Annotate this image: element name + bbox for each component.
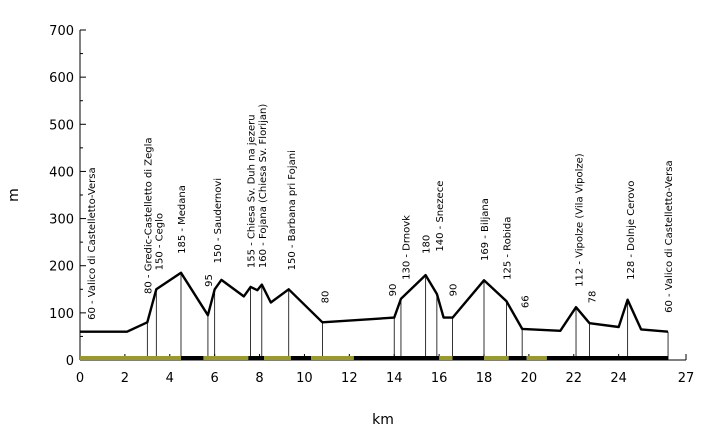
x-tick-label: 20 — [521, 371, 538, 386]
elevation-line — [80, 271, 669, 333]
x-tick-label: 6 — [211, 371, 219, 386]
surface-segment — [353, 356, 440, 360]
x-tick-label: 22 — [566, 371, 583, 386]
y-tick-label: 0 — [66, 354, 74, 369]
y-tick-label: 600 — [49, 71, 74, 86]
point-label: 112 - Vipolze (Vila Vipolze) — [574, 153, 585, 287]
point-labels: 60 - Valico di Castelletto-Versa 80 - Gre… — [87, 104, 675, 320]
x-axis-title: km — [372, 412, 394, 428]
y-tick-label: 400 — [49, 165, 74, 180]
surface-segment — [439, 356, 453, 360]
surface-segment — [508, 356, 527, 360]
point-label: 155 - Chiesa Sv. Duh na jezeru — [247, 114, 258, 268]
elevation-series-line — [80, 271, 669, 333]
x-tick-label: 2 — [121, 371, 129, 386]
x-tick-label: 24 — [610, 371, 627, 386]
point-label: 130 - Drnovk — [401, 215, 412, 280]
x-tick-label: 10 — [296, 371, 313, 386]
point-label: 66 — [520, 295, 531, 308]
point-label: 90 — [388, 284, 399, 297]
surface-segment — [311, 356, 354, 360]
x-tick-label: 4 — [166, 371, 174, 386]
x-tick-label: 14 — [386, 371, 403, 386]
surface-segment — [248, 356, 265, 360]
point-label: 140 - Snezece — [435, 181, 446, 252]
y-tick-label: 700 — [49, 24, 74, 39]
surface-bar — [80, 356, 669, 360]
point-label: 90 — [449, 284, 460, 297]
y-axis-title: m — [6, 188, 22, 202]
point-label: 60 - Valico di Castelletto-Versa — [87, 167, 98, 319]
surface-segment — [203, 356, 249, 360]
y-tick-label: 500 — [49, 118, 74, 133]
x-tick-label: 0 — [76, 371, 84, 386]
point-label: 150 - Barbana pri Fojani — [287, 150, 298, 270]
point-label: 180 — [422, 235, 433, 254]
point-label: 125 - Robida — [502, 217, 513, 280]
x-tick-label: 12 — [341, 371, 358, 386]
point-label: 80 — [321, 291, 332, 304]
point-label: 185 - Medana — [177, 185, 188, 254]
point-label: 169 - Biljana — [480, 198, 491, 261]
point-label: 80 - Gredic-Castelletto di Zegla — [143, 137, 154, 294]
drop-lines — [146, 272, 669, 360]
x-tick-label: 27 — [678, 371, 695, 386]
point-label: 95 — [204, 274, 215, 287]
point-label: 78 — [588, 291, 599, 304]
point-label: 150 - Ceglo — [155, 213, 166, 270]
point-label: 128 - Dolnje Cerovo — [626, 181, 637, 280]
surface-segment — [264, 356, 291, 360]
y-tick-label: 300 — [49, 213, 74, 228]
point-label: 160 - Fojana (Chiesa Sv. Florijan) — [258, 104, 269, 268]
surface-segment — [526, 356, 547, 360]
x-tick-label: 18 — [476, 371, 493, 386]
x-tick-label: 16 — [431, 371, 448, 386]
surface-segment — [80, 356, 181, 360]
surface-segment — [290, 356, 312, 360]
x-tick-label: 8 — [255, 371, 263, 386]
surface-segment — [484, 356, 509, 360]
point-label: 150 - Saudernovi — [213, 178, 224, 263]
y-tick-label: 100 — [49, 307, 74, 322]
y-tick-label: 200 — [49, 260, 74, 275]
surface-segment — [181, 356, 204, 360]
surface-segment — [546, 356, 669, 360]
surface-segment — [452, 356, 484, 360]
point-label: 60 - Valico di Castelletto-Versa — [664, 160, 675, 312]
